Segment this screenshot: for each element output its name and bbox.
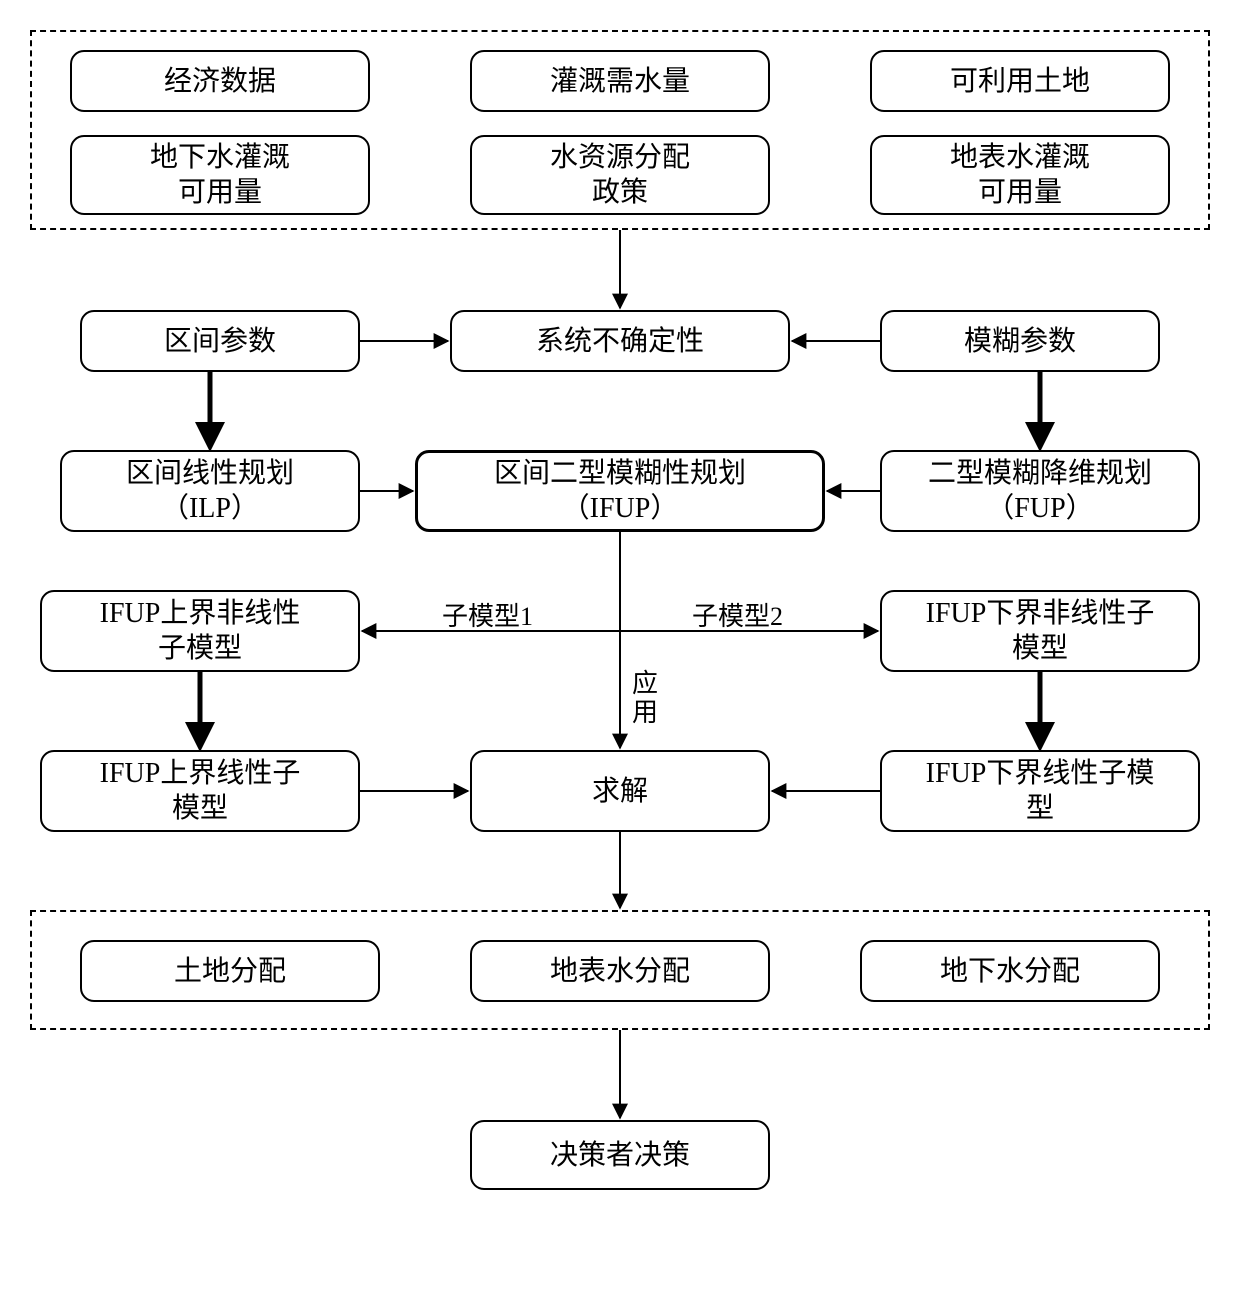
node-label: 模糊参数 [964,324,1076,359]
node-ifup: 区间二型模糊性规划（IFUP） [415,450,825,532]
node-label: 灌溉需水量 [550,64,690,99]
node-ifup-lb-nonlinear: IFUP下界非线性子模型 [880,590,1200,672]
node-label: 地表水灌溉可用量 [950,140,1090,210]
node-label: 水资源分配政策 [550,140,690,210]
node-label: 经济数据 [164,64,276,99]
node-fuzzy-param: 模糊参数 [880,310,1160,372]
node-label: 二型模糊降维规划（FUP） [928,456,1152,526]
node-ifup-lb-linear: IFUP下界线性子模型 [880,750,1200,832]
node-ifup-ub-nonlinear: IFUP上界非线性子模型 [40,590,360,672]
node-label: 系统不确定性 [536,324,704,359]
node-label: 求解 [592,774,648,809]
node-available-land: 可利用土地 [870,50,1170,112]
node-groundwater-alloc: 地下水分配 [860,940,1160,1002]
edge-label-submodel1: 子模型1 [440,596,535,633]
node-label: 区间参数 [164,324,276,359]
node-ilp: 区间线性规划（ILP） [60,450,360,532]
node-solve: 求解 [470,750,770,832]
edge-label-submodel2: 子模型2 [690,596,785,633]
node-land-alloc: 土地分配 [80,940,380,1002]
node-label: IFUP下界非线性子模型 [926,596,1155,666]
node-label: 区间二型模糊性规划（IFUP） [494,456,746,526]
node-label: 地表水分配 [550,954,690,989]
node-label: IFUP上界线性子模型 [100,756,301,826]
node-surfacewater-alloc: 地表水分配 [470,940,770,1002]
node-surfacewater-avail: 地表水灌溉可用量 [870,135,1170,215]
node-ifup-ub-linear: IFUP上界线性子模型 [40,750,360,832]
node-label: 决策者决策 [550,1138,690,1173]
node-water-policy: 水资源分配政策 [470,135,770,215]
node-label: 区间线性规划（ILP） [126,456,294,526]
node-label: IFUP下界线性子模型 [926,756,1155,826]
node-label: 地下水分配 [940,954,1080,989]
node-system-uncertainty: 系统不确定性 [450,310,790,372]
node-label: 可利用土地 [950,64,1090,99]
node-irrigation-demand: 灌溉需水量 [470,50,770,112]
node-interval-param: 区间参数 [80,310,360,372]
node-label: 地下水灌溉可用量 [150,140,290,210]
node-fup: 二型模糊降维规划（FUP） [880,450,1200,532]
node-decision-maker: 决策者决策 [470,1120,770,1190]
node-label: IFUP上界非线性子模型 [100,596,301,666]
node-label: 土地分配 [174,954,286,989]
edge-label-apply: 应用 [630,670,660,727]
flowchart-diagram: 经济数据 灌溉需水量 可利用土地 地下水灌溉可用量 水资源分配政策 地表水灌溉可… [20,20,1220,1286]
node-econ-data: 经济数据 [70,50,370,112]
node-groundwater-avail: 地下水灌溉可用量 [70,135,370,215]
